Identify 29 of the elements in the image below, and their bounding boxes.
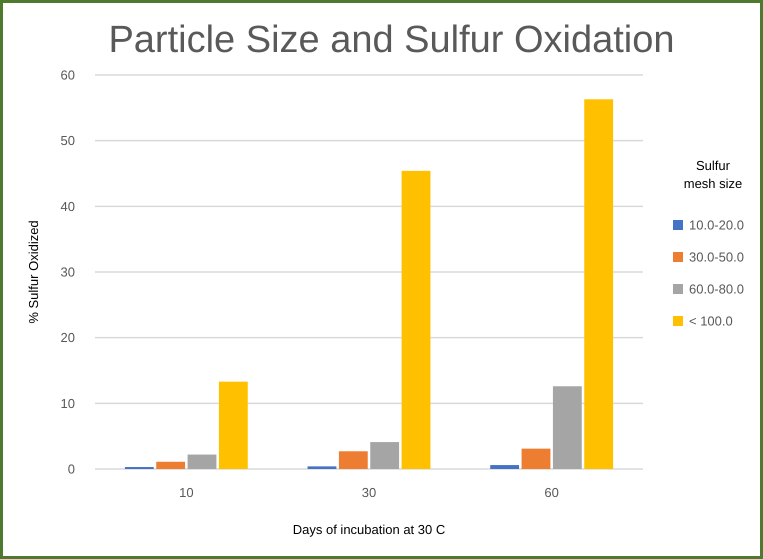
bar (156, 462, 186, 469)
bar (218, 382, 248, 469)
bar (552, 386, 582, 469)
y-tick-label: 10 (60, 396, 75, 411)
bar (370, 442, 400, 469)
bar (490, 465, 520, 469)
x-axis-title: Days of incubation at 30 C (292, 522, 446, 537)
y-tick-label: 30 (60, 264, 75, 280)
y-axis-title: % Sulfur Oxidized (26, 220, 41, 324)
y-tick-label: 60 (60, 68, 75, 83)
bar (188, 454, 216, 469)
x-tick-label: 30 (362, 485, 376, 500)
bar (522, 448, 550, 469)
legend-label: 60.0-80.0 (689, 282, 744, 297)
bar (338, 451, 368, 469)
chart-title: Particle Size and Sulfur Oxidation (108, 19, 675, 61)
x-tick-label: 60 (544, 485, 559, 500)
y-tick-label: 50 (60, 133, 75, 148)
y-tick-label: 40 (60, 198, 75, 214)
y-tick-label: 0 (68, 462, 75, 477)
legend-label: 10.0-20.0 (689, 218, 744, 233)
legend-label: 30.0-50.0 (689, 250, 744, 265)
legend-title: Sulfur mesh size (684, 158, 742, 191)
legend-label: < 100.0 (689, 314, 733, 329)
x-tick-label: 10 (179, 485, 194, 500)
bar (402, 170, 430, 469)
y-tick-label: 20 (60, 330, 75, 346)
bar (584, 99, 614, 469)
bar (308, 466, 336, 469)
